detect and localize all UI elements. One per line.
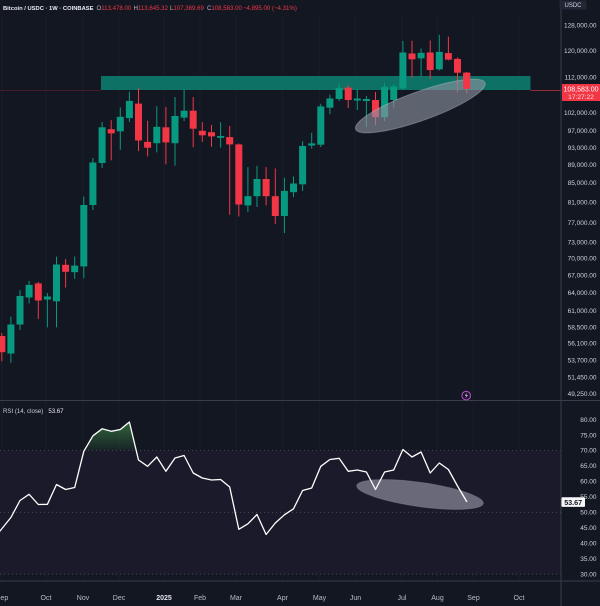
- svg-text:58,500.00: 58,500.00: [568, 324, 597, 331]
- svg-text:Sep: Sep: [467, 595, 480, 602]
- svg-text:Mar: Mar: [230, 595, 243, 602]
- svg-text:Oct: Oct: [514, 595, 525, 602]
- svg-text:−4,895.00 (−4.31%): −4,895.00 (−4.31%): [243, 5, 297, 12]
- svg-text:45.00: 45.00: [580, 525, 597, 532]
- svg-text:55.00: 55.00: [580, 494, 597, 501]
- svg-text:USDC: USDC: [564, 3, 582, 9]
- svg-text:108,583.00: 108,583.00: [563, 87, 598, 94]
- svg-text:80.00: 80.00: [580, 417, 597, 424]
- svg-text:Oct: Oct: [41, 595, 52, 602]
- svg-text:O113,478.00: O113,478.00: [97, 5, 132, 12]
- svg-text:Bitcoin / USDC · 1W · COINBASE: Bitcoin / USDC · 1W · COINBASE: [3, 6, 94, 12]
- svg-text:53,700.00: 53,700.00: [568, 358, 597, 365]
- svg-text:Apr: Apr: [277, 595, 289, 602]
- svg-text:97,000.00: 97,000.00: [568, 128, 597, 135]
- svg-text:65.00: 65.00: [580, 463, 597, 470]
- svg-text:Feb: Feb: [194, 595, 206, 602]
- svg-text:93,000.00: 93,000.00: [568, 145, 597, 152]
- svg-text:35.00: 35.00: [580, 556, 597, 563]
- svg-text:128,000.00: 128,000.00: [564, 22, 597, 29]
- svg-text:17:27:22: 17:27:22: [568, 94, 594, 101]
- svg-text:112,000.00: 112,000.00: [564, 75, 596, 82]
- svg-text:60.00: 60.00: [580, 479, 597, 486]
- svg-text:Dec: Dec: [113, 595, 126, 602]
- svg-text:40.00: 40.00: [580, 541, 597, 548]
- svg-text:May: May: [313, 595, 327, 602]
- svg-text:70,000.00: 70,000.00: [568, 256, 597, 263]
- svg-text:H113,645.32: H113,645.32: [134, 5, 169, 12]
- svg-text:Jul: Jul: [398, 595, 407, 602]
- svg-text:64,000.00: 64,000.00: [568, 290, 597, 297]
- svg-text:70.00: 70.00: [580, 448, 597, 455]
- svg-text:75.00: 75.00: [580, 432, 597, 439]
- svg-text:61,000.00: 61,000.00: [568, 308, 597, 315]
- svg-text:73,000.00: 73,000.00: [568, 240, 597, 247]
- svg-text:RSI (14, close)53.67: RSI (14, close) 53.67: [3, 408, 64, 415]
- svg-text:102,000.00: 102,000.00: [564, 110, 597, 117]
- svg-text:Jun: Jun: [350, 595, 361, 602]
- svg-text:Sep: Sep: [0, 595, 8, 602]
- svg-text:Nov: Nov: [77, 595, 90, 602]
- svg-text:30.00: 30.00: [580, 572, 597, 579]
- svg-text:2025: 2025: [156, 595, 172, 602]
- svg-text:85,000.00: 85,000.00: [568, 180, 597, 187]
- svg-text:C108,583.00: C108,583.00: [207, 5, 243, 12]
- svg-text:49,250.00: 49,250.00: [568, 391, 597, 398]
- svg-text:89,000.00: 89,000.00: [568, 162, 597, 169]
- svg-text:51,450.00: 51,450.00: [568, 374, 597, 381]
- svg-text:53.67: 53.67: [564, 498, 582, 507]
- svg-text:120,000.00: 120,000.00: [564, 48, 597, 55]
- svg-text:56,100.00: 56,100.00: [568, 341, 597, 348]
- svg-text:77,000.00: 77,000.00: [568, 220, 597, 227]
- svg-text:50.00: 50.00: [580, 510, 597, 517]
- svg-text:81,000.00: 81,000.00: [568, 199, 597, 206]
- svg-text:Aug: Aug: [431, 595, 444, 602]
- svg-text:67,000.00: 67,000.00: [568, 272, 597, 279]
- svg-text:L107,369.69: L107,369.69: [170, 5, 205, 12]
